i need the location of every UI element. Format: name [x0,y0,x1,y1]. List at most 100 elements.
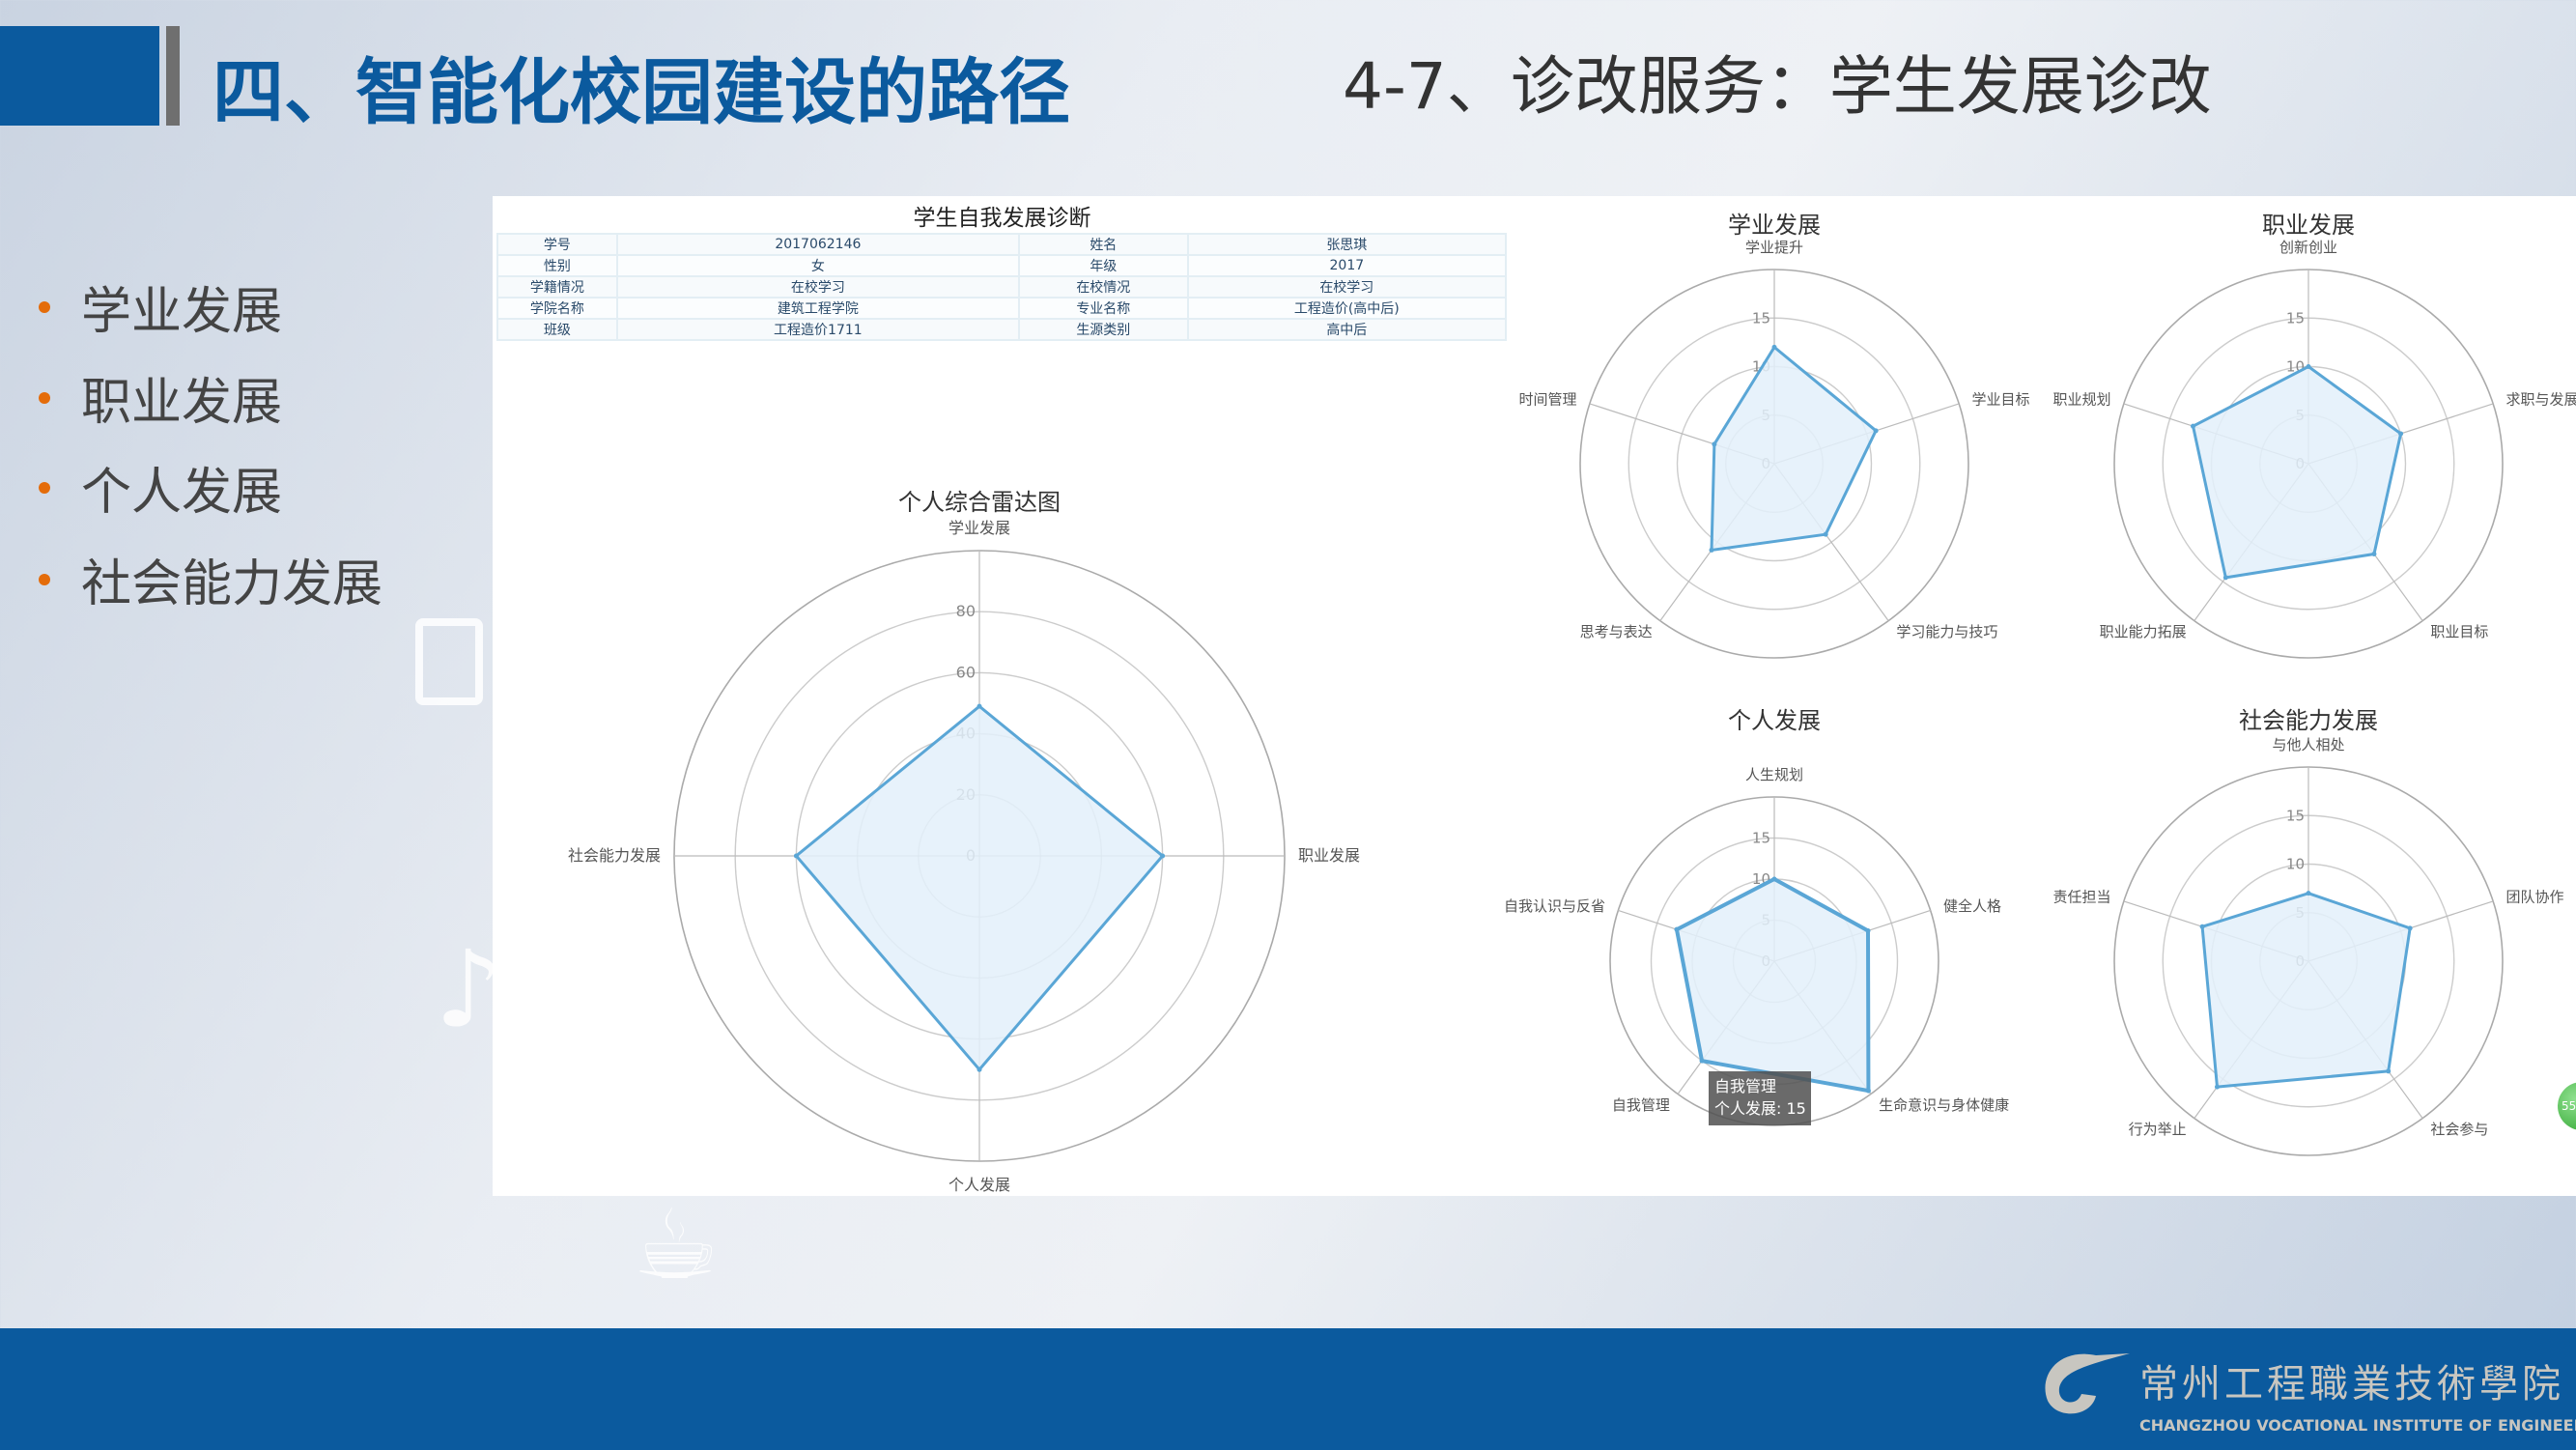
axis-label: 生命意识与身体健康 [1879,1096,2009,1114]
axis-label: 学业发展 [948,519,1010,537]
axis-label: 人生规划 [1745,766,1803,783]
chart-title: 个人综合雷达图 [898,489,1061,516]
tick-label: 15 [2286,807,2305,824]
axis-label: 时间管理 [1519,391,1577,409]
bullet-text: 个人发展 [81,464,283,522]
axis-label: 学习能力与技巧 [1896,623,1997,640]
axis-label: 思考与表达 [1580,623,1653,640]
table-value: 女 [615,254,1021,277]
radar-area [2191,364,2403,580]
table-row: 学籍情况 在校学习 在校情况 在校学习 [496,275,1508,299]
bullet-dot-icon [39,300,50,313]
table-label: 生源类别 [1018,318,1189,341]
axis-label: 职业能力拓展 [2100,623,2187,640]
footer-bar [0,1328,2576,1450]
axis-label: 自我认识与反省 [1504,897,1605,915]
data-point [1674,926,1680,932]
data-point [1865,927,1871,933]
table-value: 在校学习 [1186,275,1508,299]
axis-label: 与他人相处 [2272,736,2344,753]
table-row: 班级 工程造价1711 生源类别 高中后 [496,318,1508,341]
data-point [1712,441,1717,447]
data-point [1709,547,1714,553]
data-point [2386,1068,2392,1074]
bullet-item: 学业发展 [39,270,282,343]
data-point [2191,423,2196,429]
data-point [977,1066,982,1072]
table-row: 学院名称 建筑工程学院 专业名称 工程造价(高中后) [496,297,1508,320]
table-value: 高中后 [1186,318,1508,341]
data-point [2398,431,2404,437]
bullet-item: 社会能力发展 [39,543,382,615]
data-point [1160,853,1166,859]
axis-label: 个人发展 [948,1176,1010,1194]
axis-label: 职业发展 [1298,846,1360,865]
table-label: 学号 [496,233,618,256]
data-point [2371,552,2377,557]
bullet-text: 学业发展 [81,283,283,341]
table-label: 班级 [496,318,618,341]
axis-label: 学业目标 [1971,391,2029,409]
table-value: 工程造价(高中后) [1186,297,1508,320]
data-point [1865,1088,1871,1094]
radar-area [1710,345,1879,553]
tick-label: 10 [2286,856,2305,873]
floating-badge-button[interactable]: 55 [2558,1082,2576,1130]
bullet-text: 社会能力发展 [81,555,383,613]
page-subtitle: 4-7、诊改服务：学生发展诊改 [1343,49,2212,124]
bullet-text: 职业发展 [81,374,283,432]
tooltip-value: 个人发展: 15 [1714,1099,1806,1118]
table-value: 2017 [1186,254,1508,277]
axis-label: 社会能力发展 [568,846,661,865]
axis-label: 团队协作 [2505,889,2563,906]
tick-label: 15 [1752,830,1770,847]
table-label: 姓名 [1018,233,1189,256]
axis-label: 社会参与 [2430,1121,2488,1138]
table-value: 2017062146 [615,233,1021,256]
table-title: 学生自我发展诊断 [913,206,1091,231]
table-row: 性别女年级 2017 [496,254,1508,277]
tooltip-label: 自我管理 [1714,1077,1777,1095]
data-point [2407,925,2413,931]
header-blue-block [0,26,159,126]
data-point [1873,428,1879,434]
data-point [1771,344,1777,350]
data-point [1771,876,1777,882]
header-divider [166,26,180,126]
data-point [2199,924,2205,929]
table-value: 在校学习 [615,275,1021,299]
table-label: 专业名称 [1018,297,1189,320]
table-row: 学号 2017062146 姓名 张思琪 [496,233,1508,256]
chart-title: 社会能力发展 [2239,707,2378,734]
axis-label: 创新创业 [2279,239,2337,256]
bullet-dot-icon [39,481,50,494]
student-info-table: 学号 2017062146 姓名 张思琪 性别女年级 2017 学籍情况 在校学习 在校情况 在校… [496,233,1508,341]
data-point [1699,1058,1705,1064]
data-point [793,853,799,859]
data-point [2222,575,2228,581]
data-point [2306,891,2311,896]
data-point [977,703,982,709]
chart-title: 个人发展 [1728,707,1821,734]
tick-label: 15 [2286,309,2305,327]
data-point [1823,531,1828,537]
table-label: 性别 [496,254,618,277]
data-point [2214,1084,2220,1090]
table-value: 张思琪 [1186,233,1508,256]
page-title: 四、智能化校园建设的路径 [212,51,1070,134]
table-label: 学籍情况 [496,275,618,299]
axis-label: 责任担当 [2053,889,2111,906]
radar-area [794,704,1165,1072]
table-label: 学院名称 [496,297,618,320]
bullet-dot-icon [39,391,50,404]
music-note-icon: ♪ [435,927,503,1051]
coffee-cup-icon: ☕ [633,1188,720,1301]
axis-label: 职业规划 [2053,391,2111,409]
tick-label: 80 [956,602,976,620]
chart-title: 职业发展 [2262,212,2355,239]
bullet-dot-icon [39,573,50,585]
school-logo-icon [2045,1353,2130,1414]
tick-label: 15 [1752,309,1770,327]
axis-label: 健全人格 [1943,897,2001,915]
